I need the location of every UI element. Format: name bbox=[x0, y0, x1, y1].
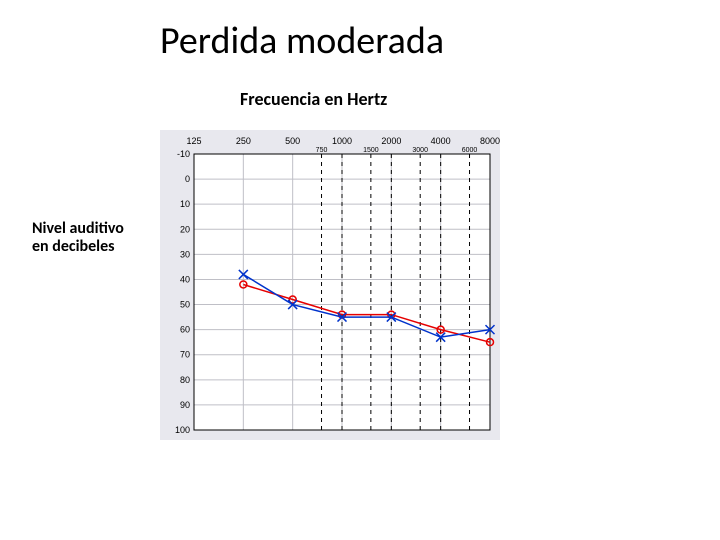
svg-text:750: 750 bbox=[316, 147, 328, 154]
svg-text:4000: 4000 bbox=[431, 136, 451, 146]
y-axis-label: Nivel auditivo en decibeles bbox=[32, 220, 142, 257]
audiogram-svg: -10 0 10 20 30 40 50 60 70 80 90 100 125 250 500 1000 20… bbox=[160, 130, 500, 440]
svg-text:3000: 3000 bbox=[412, 147, 428, 154]
svg-text:2000: 2000 bbox=[381, 136, 401, 146]
svg-text:250: 250 bbox=[236, 136, 251, 146]
svg-text:0: 0 bbox=[185, 174, 190, 184]
svg-text:500: 500 bbox=[285, 136, 300, 146]
svg-text:125: 125 bbox=[186, 136, 201, 146]
svg-text:100: 100 bbox=[175, 425, 190, 435]
page-title: Perdida moderada bbox=[160, 18, 444, 64]
svg-text:90: 90 bbox=[180, 400, 190, 410]
svg-text:20: 20 bbox=[180, 224, 190, 234]
svg-text:6000: 6000 bbox=[462, 147, 478, 154]
svg-text:1500: 1500 bbox=[363, 147, 379, 154]
svg-text:1000: 1000 bbox=[332, 136, 352, 146]
svg-text:8000: 8000 bbox=[480, 136, 500, 146]
svg-text:-10: -10 bbox=[177, 149, 190, 159]
svg-text:30: 30 bbox=[180, 249, 190, 259]
svg-text:10: 10 bbox=[180, 199, 190, 209]
svg-text:70: 70 bbox=[180, 350, 190, 360]
svg-text:40: 40 bbox=[180, 274, 190, 284]
svg-text:60: 60 bbox=[180, 325, 190, 335]
svg-text:80: 80 bbox=[180, 375, 190, 385]
chart-subtitle: Frecuencia en Hertz bbox=[240, 88, 387, 110]
svg-text:50: 50 bbox=[180, 300, 190, 310]
audiogram-chart: -10 0 10 20 30 40 50 60 70 80 90 100 125 250 500 1000 20… bbox=[160, 130, 500, 445]
